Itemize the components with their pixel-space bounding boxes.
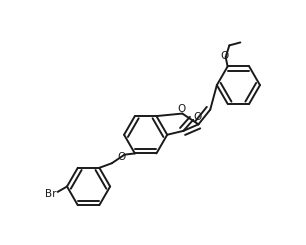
Text: O: O [118,152,126,162]
Text: Br: Br [45,189,57,199]
Text: O: O [193,112,201,122]
Text: O: O [177,104,185,114]
Text: O: O [220,51,229,61]
